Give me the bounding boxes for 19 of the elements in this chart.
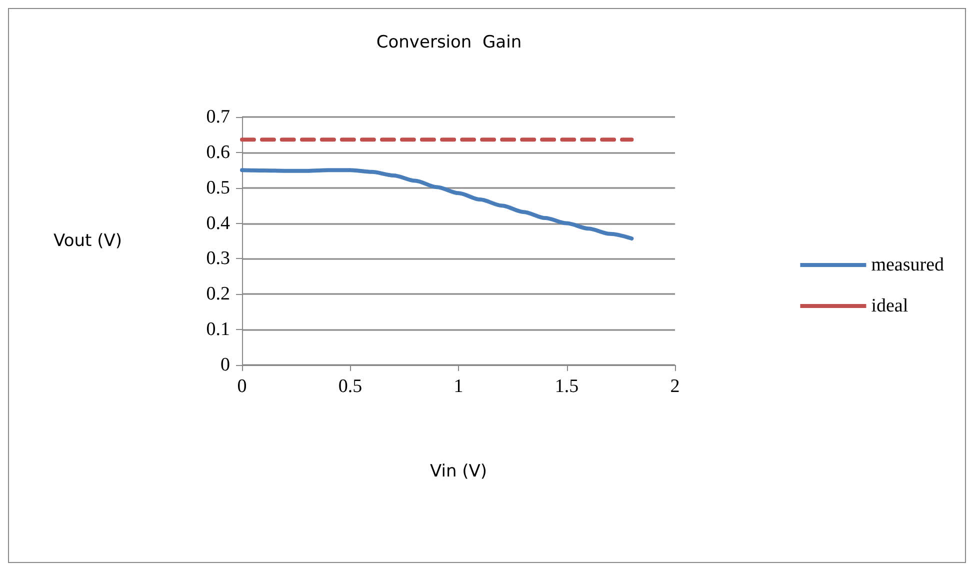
legend-label: ideal <box>871 296 908 316</box>
y-tick-label: 0.1 <box>206 319 230 340</box>
y-tick-label: 0 <box>220 354 230 376</box>
y-tick-label: 0.6 <box>206 142 230 163</box>
x-tick-label: 1.5 <box>554 376 579 397</box>
line-series <box>240 168 634 241</box>
y-tick-label: 0.7 <box>206 106 230 128</box>
x-tick-label: 0 <box>237 376 247 397</box>
chart-title: Conversion Gain <box>376 32 522 52</box>
x-axis-title: Vin (V) <box>430 462 488 482</box>
x-tick-label: 2 <box>670 376 680 397</box>
y-tick-label: 0.3 <box>206 248 230 270</box>
legend-label: measured <box>871 254 944 276</box>
x-tick-label: 0.5 <box>338 376 362 397</box>
y-tick-label: 0.2 <box>206 284 230 305</box>
y-tick-label: 0.5 <box>206 177 230 198</box>
y-tick-label: 0.4 <box>206 212 230 234</box>
x-tick-label: 1 <box>454 376 464 397</box>
y-axis-title: Vout (V) <box>54 231 122 251</box>
